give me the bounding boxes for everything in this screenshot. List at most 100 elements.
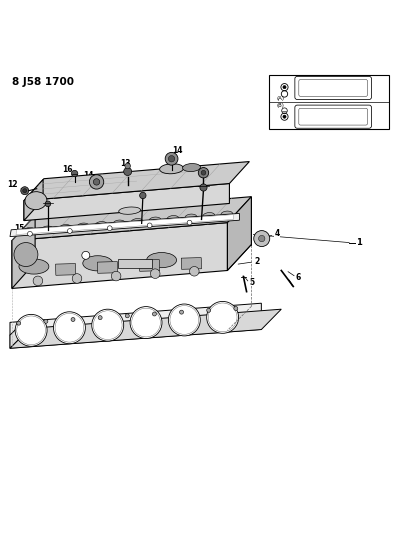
Circle shape xyxy=(207,308,211,312)
Ellipse shape xyxy=(113,220,125,227)
Circle shape xyxy=(67,229,72,233)
Circle shape xyxy=(180,310,184,314)
Bar xyxy=(55,264,76,275)
Bar xyxy=(181,257,201,269)
Ellipse shape xyxy=(167,215,179,222)
Text: 1: 1 xyxy=(356,238,362,247)
Circle shape xyxy=(93,179,100,185)
Circle shape xyxy=(33,276,43,286)
Text: 7: 7 xyxy=(115,324,120,335)
Circle shape xyxy=(200,184,207,191)
Circle shape xyxy=(234,306,238,310)
Ellipse shape xyxy=(149,217,161,223)
Bar xyxy=(269,75,389,129)
Ellipse shape xyxy=(183,164,200,172)
Circle shape xyxy=(283,86,286,89)
Ellipse shape xyxy=(83,256,113,271)
Circle shape xyxy=(130,306,162,338)
Circle shape xyxy=(283,115,286,118)
Circle shape xyxy=(125,163,130,169)
Ellipse shape xyxy=(59,224,71,231)
Polygon shape xyxy=(10,303,261,335)
Polygon shape xyxy=(227,197,251,270)
Circle shape xyxy=(207,302,239,333)
Circle shape xyxy=(198,167,209,178)
Polygon shape xyxy=(24,180,43,221)
Circle shape xyxy=(150,269,160,278)
Circle shape xyxy=(140,192,146,199)
Polygon shape xyxy=(10,317,261,348)
Ellipse shape xyxy=(146,253,176,268)
Circle shape xyxy=(190,266,199,276)
Text: 4: 4 xyxy=(265,229,280,238)
Circle shape xyxy=(71,171,78,177)
Circle shape xyxy=(45,201,51,207)
Circle shape xyxy=(15,314,47,346)
Text: 10: 10 xyxy=(51,211,66,220)
Polygon shape xyxy=(16,215,233,235)
Ellipse shape xyxy=(221,211,233,217)
Circle shape xyxy=(254,231,270,247)
Circle shape xyxy=(21,187,29,195)
Text: 5: 5 xyxy=(250,278,255,287)
Text: 8 J58 1700: 8 J58 1700 xyxy=(12,77,74,87)
Ellipse shape xyxy=(185,214,197,221)
Polygon shape xyxy=(10,315,30,348)
Text: 6: 6 xyxy=(296,273,301,282)
Polygon shape xyxy=(10,213,239,237)
Polygon shape xyxy=(12,197,251,240)
Text: (A): (A) xyxy=(277,96,284,101)
Ellipse shape xyxy=(24,228,35,234)
Circle shape xyxy=(28,231,32,236)
Circle shape xyxy=(259,236,265,242)
Circle shape xyxy=(152,312,156,316)
Text: (B): (B) xyxy=(277,103,284,108)
Circle shape xyxy=(17,321,21,325)
Ellipse shape xyxy=(19,259,49,274)
Circle shape xyxy=(168,156,175,162)
Text: 13: 13 xyxy=(120,159,131,171)
Bar xyxy=(118,259,152,269)
Text: 14: 14 xyxy=(83,171,97,182)
Polygon shape xyxy=(10,309,281,348)
Text: 15: 15 xyxy=(14,224,29,233)
Ellipse shape xyxy=(160,164,184,174)
Text: 8: 8 xyxy=(206,203,224,212)
Circle shape xyxy=(92,309,124,341)
Circle shape xyxy=(125,314,129,318)
Ellipse shape xyxy=(41,226,53,232)
Bar xyxy=(97,262,118,273)
Circle shape xyxy=(168,304,200,336)
Circle shape xyxy=(124,167,132,175)
Circle shape xyxy=(44,319,48,324)
Circle shape xyxy=(165,152,178,165)
Ellipse shape xyxy=(203,213,215,219)
Circle shape xyxy=(89,175,104,189)
Circle shape xyxy=(14,243,38,266)
Circle shape xyxy=(111,271,121,281)
Circle shape xyxy=(82,252,90,260)
Polygon shape xyxy=(24,161,249,200)
Text: 12: 12 xyxy=(8,180,22,189)
Ellipse shape xyxy=(119,207,140,214)
Ellipse shape xyxy=(95,222,107,228)
Text: 11: 11 xyxy=(206,166,222,178)
Polygon shape xyxy=(12,223,227,288)
Circle shape xyxy=(201,171,206,175)
Circle shape xyxy=(107,226,112,231)
Polygon shape xyxy=(12,215,35,288)
Circle shape xyxy=(72,273,82,283)
Text: 3: 3 xyxy=(77,256,84,267)
Text: 2: 2 xyxy=(238,257,260,266)
Circle shape xyxy=(53,312,85,344)
Circle shape xyxy=(147,223,152,228)
Text: 14: 14 xyxy=(172,146,183,158)
Circle shape xyxy=(187,220,192,225)
Ellipse shape xyxy=(131,219,143,225)
Circle shape xyxy=(23,189,27,193)
Circle shape xyxy=(98,316,102,320)
Text: 9: 9 xyxy=(135,206,151,215)
Bar xyxy=(139,260,160,271)
Polygon shape xyxy=(24,183,229,221)
Text: 16: 16 xyxy=(62,165,75,175)
